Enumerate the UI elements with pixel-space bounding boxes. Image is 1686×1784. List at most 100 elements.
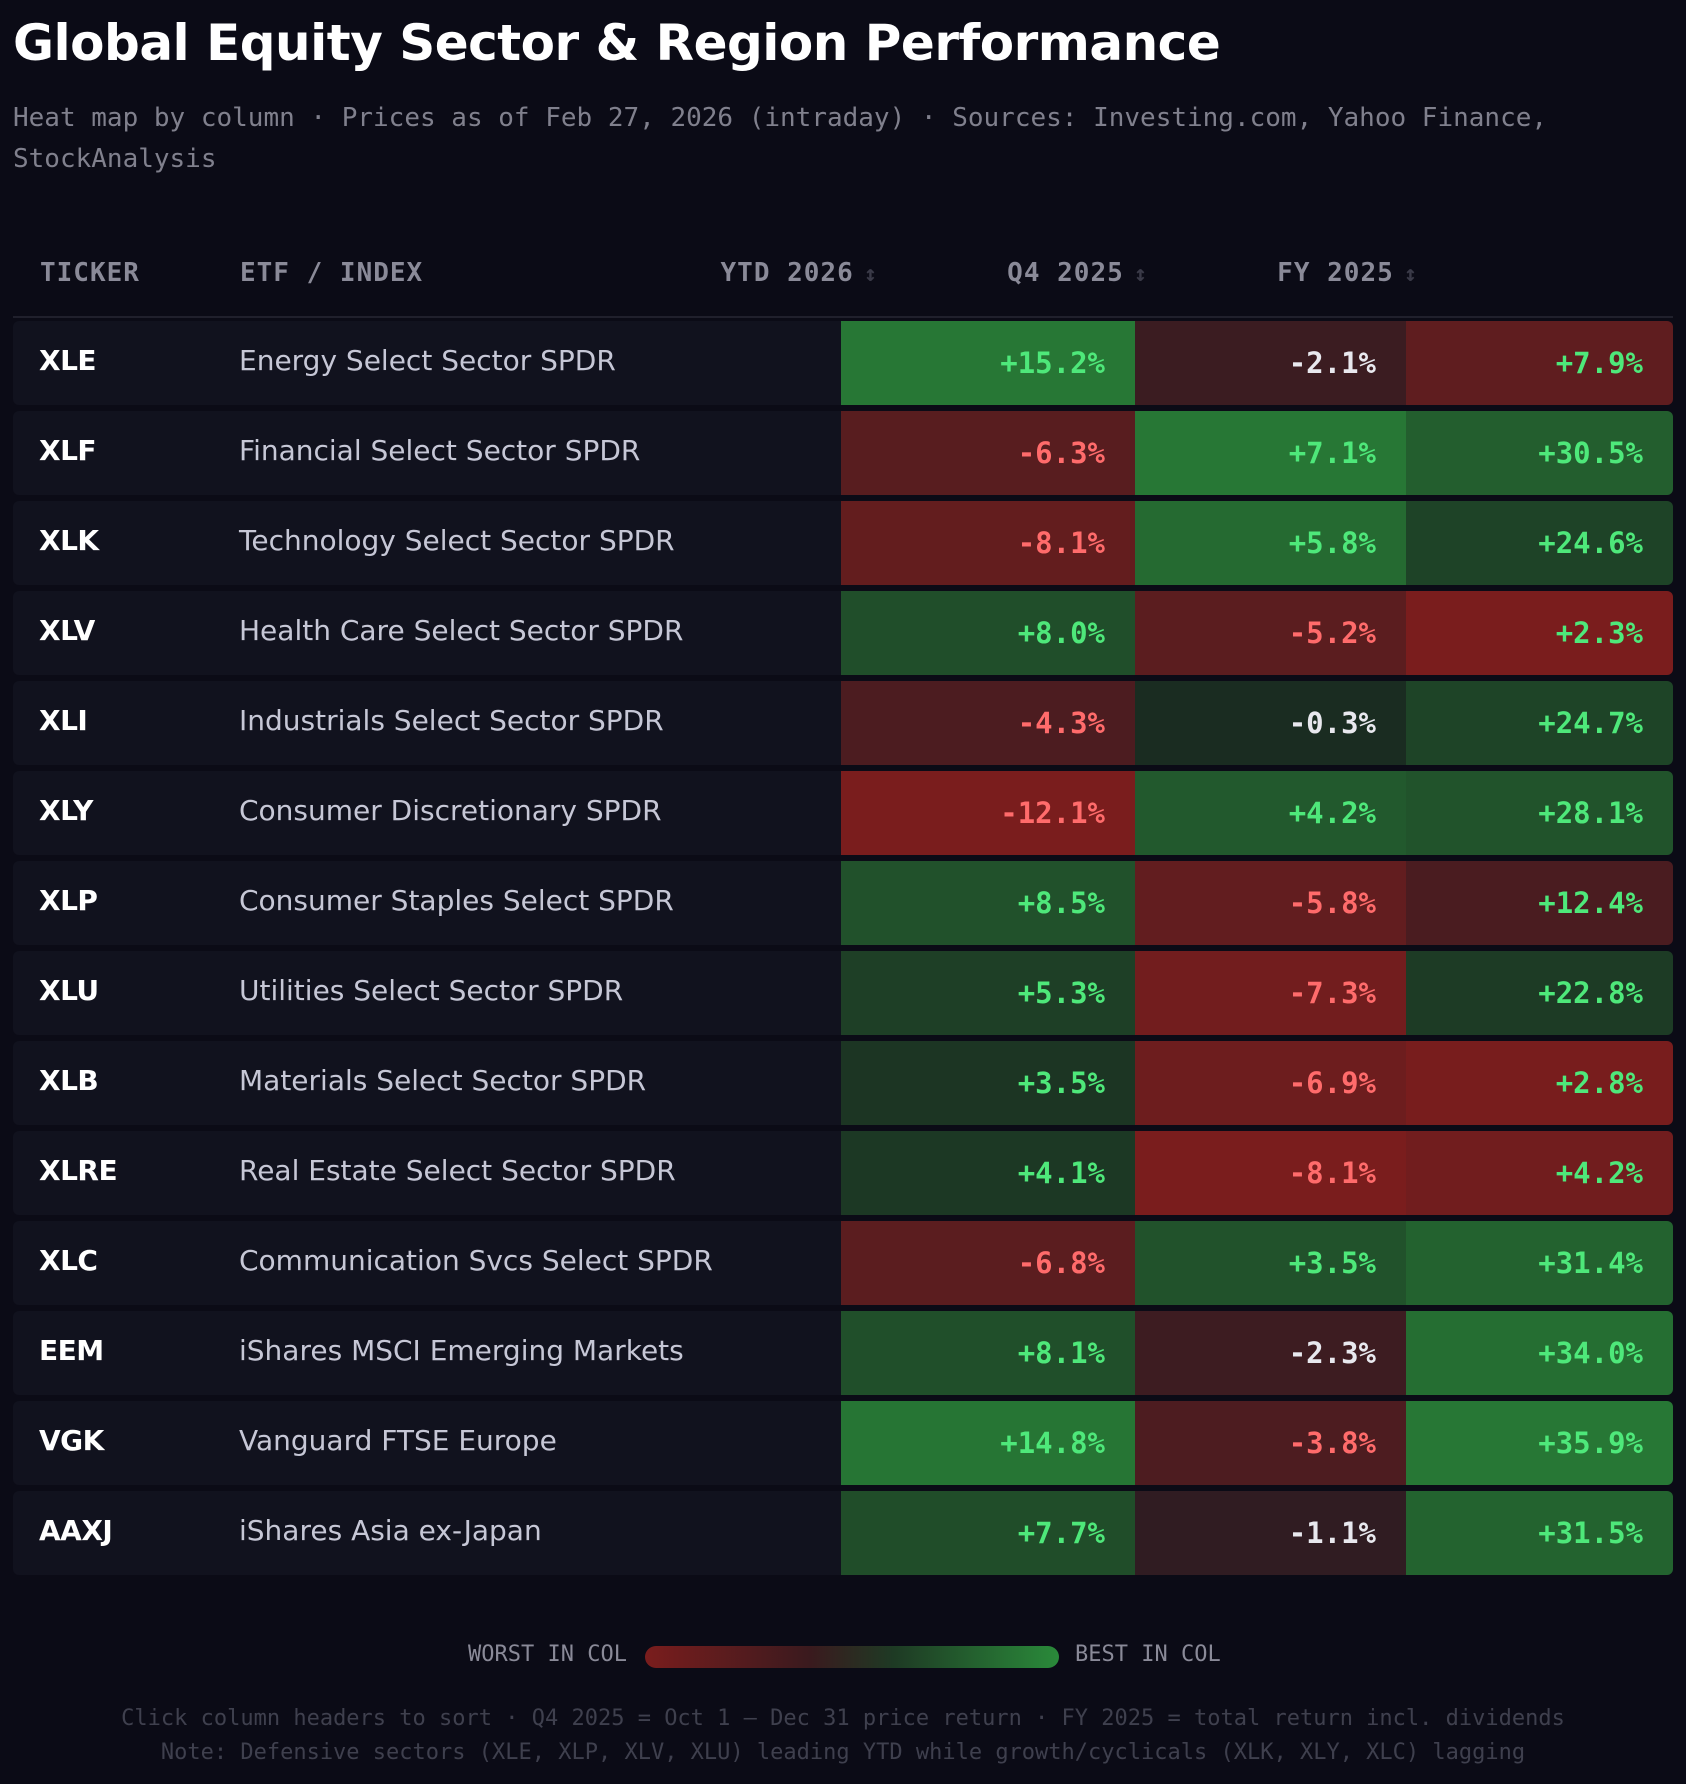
ytd-value-cell: +7.7% bbox=[841, 1491, 1135, 1575]
etf-name-cell: Consumer Discretionary SPDR bbox=[239, 794, 662, 827]
table-row: XLE Energy Select Sector SPDR +15.2% -2.1% +… bbox=[13, 321, 1673, 405]
header-ytd-2026[interactable]: YTD 2026 ↕ bbox=[721, 258, 878, 288]
ticker-cell: XLU bbox=[39, 974, 99, 1007]
ytd-value-cell: +8.0% bbox=[841, 591, 1135, 675]
fy-value-cell: +24.6% bbox=[1406, 501, 1673, 585]
q4-value-cell: -6.9% bbox=[1135, 1041, 1406, 1125]
fy-value-cell: +31.5% bbox=[1406, 1491, 1673, 1575]
table-body: XLE Energy Select Sector SPDR +15.2% -2.1% +… bbox=[13, 321, 1673, 1581]
q4-value-cell: -3.8% bbox=[1135, 1401, 1406, 1485]
fy-value-cell: +28.1% bbox=[1406, 771, 1673, 855]
ticker-cell: XLF bbox=[39, 434, 97, 467]
fy-value-cell: +12.4% bbox=[1406, 861, 1673, 945]
ytd-value-cell: +8.1% bbox=[841, 1311, 1135, 1395]
fy-value-cell: +22.8% bbox=[1406, 951, 1673, 1035]
header-etf-index: ETF / INDEX bbox=[240, 258, 424, 288]
etf-name-cell: Financial Select Sector SPDR bbox=[239, 434, 641, 467]
legend-worst-label: WORST IN COL bbox=[468, 1642, 627, 1667]
ytd-value-cell: +15.2% bbox=[841, 321, 1135, 405]
table-row: XLK Technology Select Sector SPDR -8.1% +5.… bbox=[13, 501, 1673, 585]
legend-best-label: BEST IN COL bbox=[1075, 1642, 1221, 1667]
q4-value-cell: +5.8% bbox=[1135, 501, 1406, 585]
header-fy-2025[interactable]: FY 2025 ↕ bbox=[1277, 258, 1418, 288]
table-row: XLC Communication Svcs Select SPDR -6.8% +3… bbox=[13, 1221, 1673, 1305]
etf-name-cell: iShares MSCI Emerging Markets bbox=[239, 1334, 684, 1367]
footnote-line-2: Note: Defensive sectors (XLE, XLP, XLV, … bbox=[160, 1740, 1526, 1765]
etf-name-cell: Utilities Select Sector SPDR bbox=[239, 974, 624, 1007]
sort-icon[interactable]: ↕ bbox=[863, 262, 878, 287]
header-q4-2025[interactable]: Q4 2025 ↕ bbox=[1007, 258, 1148, 288]
page-title: Global Equity Sector & Region Performanc… bbox=[13, 14, 1221, 72]
table-row: AAXJ iShares Asia ex-Japan +7.7% -1.1% +31.5… bbox=[13, 1491, 1673, 1575]
q4-value-cell: -2.1% bbox=[1135, 321, 1406, 405]
table-row: XLY Consumer Discretionary SPDR -12.1% +4.2… bbox=[13, 771, 1673, 855]
q4-value-cell: +4.2% bbox=[1135, 771, 1406, 855]
etf-name-cell: Health Care Select Sector SPDR bbox=[239, 614, 684, 647]
ticker-cell: XLI bbox=[39, 704, 88, 737]
ytd-value-cell: -6.3% bbox=[841, 411, 1135, 495]
ticker-cell: AAXJ bbox=[39, 1514, 113, 1547]
ytd-value-cell: -4.3% bbox=[841, 681, 1135, 765]
ticker-cell: XLV bbox=[39, 614, 95, 647]
fy-value-cell: +24.7% bbox=[1406, 681, 1673, 765]
q4-value-cell: +7.1% bbox=[1135, 411, 1406, 495]
ytd-value-cell: +3.5% bbox=[841, 1041, 1135, 1125]
q4-value-cell: -2.3% bbox=[1135, 1311, 1406, 1395]
q4-value-cell: -1.1% bbox=[1135, 1491, 1406, 1575]
ytd-value-cell: -6.8% bbox=[841, 1221, 1135, 1305]
ticker-cell: XLB bbox=[39, 1064, 99, 1097]
header-ticker: TICKER bbox=[40, 258, 140, 288]
ticker-cell: XLRE bbox=[39, 1154, 118, 1187]
footnote-line-1: Click column headers to sort · Q4 2025 =… bbox=[121, 1706, 1565, 1731]
color-legend: WORST IN COL BEST IN COL bbox=[0, 1638, 1686, 1678]
q4-value-cell: -5.2% bbox=[1135, 591, 1406, 675]
table-header: TICKER ETF / INDEX YTD 2026 ↕ Q4 2025 ↕ FY… bbox=[13, 240, 1673, 318]
ticker-cell: XLY bbox=[39, 794, 93, 827]
sort-icon[interactable]: ↕ bbox=[1403, 262, 1418, 287]
ytd-value-cell: +5.3% bbox=[841, 951, 1135, 1035]
legend-gradient-bar bbox=[645, 1646, 1059, 1668]
header-q4-label[interactable]: Q4 2025 bbox=[1007, 258, 1124, 288]
q4-value-cell: -0.3% bbox=[1135, 681, 1406, 765]
ytd-value-cell: -8.1% bbox=[841, 501, 1135, 585]
ticker-cell: XLE bbox=[39, 344, 97, 377]
table-row: XLP Consumer Staples Select SPDR +8.5% -5.8… bbox=[13, 861, 1673, 945]
fy-value-cell: +30.5% bbox=[1406, 411, 1673, 495]
etf-name-cell: Industrials Select Sector SPDR bbox=[239, 704, 664, 737]
ticker-cell: XLK bbox=[39, 524, 99, 557]
table-row: XLF Financial Select Sector SPDR -6.3% +7.1… bbox=[13, 411, 1673, 495]
ytd-value-cell: +8.5% bbox=[841, 861, 1135, 945]
ticker-cell: XLP bbox=[39, 884, 98, 917]
page-subtitle: Heat map by column · Prices as of Feb 27… bbox=[13, 103, 1548, 174]
etf-name-cell: Technology Select Sector SPDR bbox=[239, 524, 675, 557]
fy-value-cell: +34.0% bbox=[1406, 1311, 1673, 1395]
ticker-cell: VGK bbox=[39, 1424, 104, 1457]
q4-value-cell: -7.3% bbox=[1135, 951, 1406, 1035]
etf-name-cell: iShares Asia ex-Japan bbox=[239, 1514, 542, 1547]
ytd-value-cell: +14.8% bbox=[841, 1401, 1135, 1485]
fy-value-cell: +31.4% bbox=[1406, 1221, 1673, 1305]
table-row: VGK Vanguard FTSE Europe +14.8% -3.8% +35.9% bbox=[13, 1401, 1673, 1485]
etf-name-cell: Consumer Staples Select SPDR bbox=[239, 884, 674, 917]
ytd-value-cell: -12.1% bbox=[841, 771, 1135, 855]
ticker-cell: XLC bbox=[39, 1244, 98, 1277]
sort-icon[interactable]: ↕ bbox=[1133, 262, 1148, 287]
etf-name-cell: Energy Select Sector SPDR bbox=[239, 344, 616, 377]
table-row: XLB Materials Select Sector SPDR +3.5% -6.9… bbox=[13, 1041, 1673, 1125]
table-row: EEM iShares MSCI Emerging Markets +8.1% -2.… bbox=[13, 1311, 1673, 1395]
table-row: XLRE Real Estate Select Sector SPDR +4.1% -… bbox=[13, 1131, 1673, 1215]
table-row: XLU Utilities Select Sector SPDR +5.3% -7.3… bbox=[13, 951, 1673, 1035]
fy-value-cell: +2.8% bbox=[1406, 1041, 1673, 1125]
fy-value-cell: +2.3% bbox=[1406, 591, 1673, 675]
fy-value-cell: +4.2% bbox=[1406, 1131, 1673, 1215]
etf-name-cell: Communication Svcs Select SPDR bbox=[239, 1244, 713, 1277]
header-fy-label[interactable]: FY 2025 bbox=[1277, 258, 1394, 288]
q4-value-cell: -8.1% bbox=[1135, 1131, 1406, 1215]
header-ytd-label[interactable]: YTD 2026 bbox=[720, 258, 854, 288]
table-row: XLI Industrials Select Sector SPDR -4.3% -0… bbox=[13, 681, 1673, 765]
q4-value-cell: -5.8% bbox=[1135, 861, 1406, 945]
fy-value-cell: +7.9% bbox=[1406, 321, 1673, 405]
ytd-value-cell: +4.1% bbox=[841, 1131, 1135, 1215]
ticker-cell: EEM bbox=[39, 1334, 104, 1367]
table-row: XLV Health Care Select Sector SPDR +8.0% -5… bbox=[13, 591, 1673, 675]
